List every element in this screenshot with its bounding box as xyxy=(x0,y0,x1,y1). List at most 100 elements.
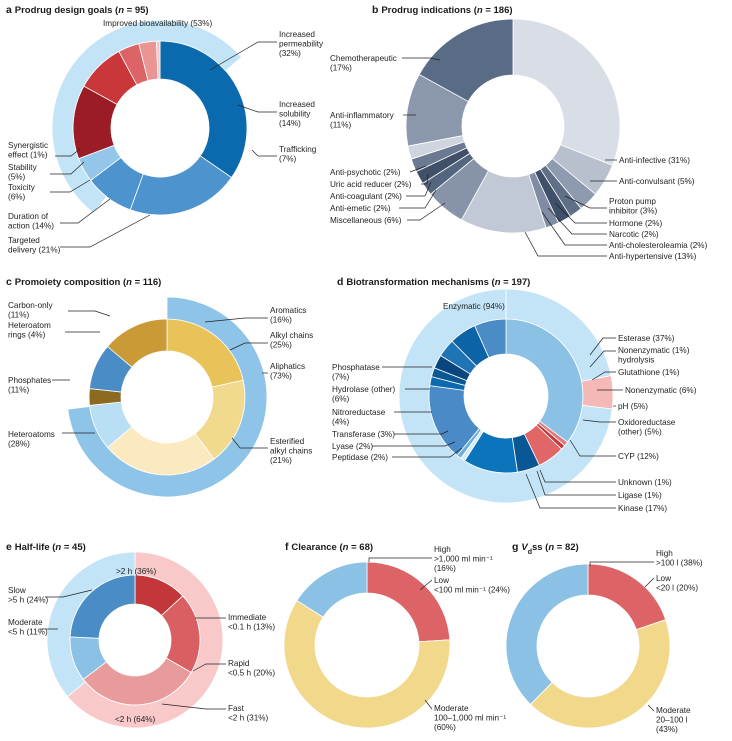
chart-d-leader-11 xyxy=(392,447,463,458)
chart-b-leader-8 xyxy=(399,189,437,209)
chart-d-label-5: pH (5%) xyxy=(618,402,648,411)
chart-d-leader-1 xyxy=(589,337,616,356)
chart-d-label-0: Enzymatic (94%) xyxy=(443,302,505,311)
chart-g-inner-moderate-1 xyxy=(529,619,671,729)
chart-f-inner-moderate-1 xyxy=(283,599,451,729)
chart-e-label-2: Rapid <0.5 h (20%) xyxy=(228,659,275,678)
chart-e-label-3: Fast <2 h (31%) xyxy=(228,704,269,723)
chart-e-label-1: Immediate <0.1 h (13%) xyxy=(228,613,275,632)
chart-f-leader-0 xyxy=(368,557,432,562)
chart-c-label-2: Aliphatics (73%) xyxy=(270,362,305,381)
chart-b-leader-9 xyxy=(406,181,432,197)
chart-d-label-3: Glutathione (1%) xyxy=(618,368,680,377)
chart-b-label-7: Miscellaneous (6%) xyxy=(330,216,402,225)
chart-c-label-5: Phosphates (11%) xyxy=(8,376,51,395)
chart-c-label-4: Heteroatoms (28%) xyxy=(8,430,55,449)
chart-d-leader-12 xyxy=(372,441,456,447)
chart-a-label-4: Synergistic effect (1%) xyxy=(8,141,48,160)
chart-e-leader-2 xyxy=(192,663,226,672)
chart-b-label-3: Hormone (2%) xyxy=(609,219,663,228)
chart-a-label-0: Improved bioavailability (53%) xyxy=(103,19,212,28)
chart-f-inner-low-0 xyxy=(366,561,451,643)
chart-b-label-6: Anti-hypertensive (13%) xyxy=(609,252,697,261)
chart-d-leader-3 xyxy=(591,371,616,381)
chart-g-inner-low-0 xyxy=(587,563,667,631)
chart-d-outer-enzymatic-2 xyxy=(398,288,613,504)
chart-d-label-2: Nonenzymatic (1%) hydrolysis xyxy=(618,346,690,365)
chart-c-leader-0 xyxy=(204,317,268,323)
chart-f-label-2: Moderate 100–1,000 ml min⁻¹ (60%) xyxy=(434,704,506,732)
chart-b-leader-3 xyxy=(554,202,607,224)
chart-d-leader-7 xyxy=(569,439,616,457)
chart-d-label-9: Ligase (1%) xyxy=(618,491,662,500)
chart-f-leader-2 xyxy=(424,699,433,710)
chart-b-label-11: Anti-psychotic (2%) xyxy=(330,168,401,177)
chart-b-inner-chemotherapeutic-13 xyxy=(418,18,514,102)
chart-c-label-1: Alkyl chains (25%) xyxy=(270,331,313,350)
chart-d-label-15: Hydrolase (other) (6%) xyxy=(332,385,396,404)
chart-b-label-0: Anti-infective (31%) xyxy=(619,156,690,165)
chart-d-outer-ph-1 xyxy=(581,375,614,410)
chart-b-inner-anti-infective-0 xyxy=(512,18,621,166)
chart-g-leader-0 xyxy=(589,561,654,566)
chart-d-label-1: Esterase (37%) xyxy=(618,334,675,343)
chart-d-leader-10 xyxy=(525,473,616,509)
chart-g-title: g Vdss (n = 82) xyxy=(512,541,579,556)
chart-f-leader-1 xyxy=(419,579,433,591)
chart-b-leader-6 xyxy=(524,231,607,257)
chart-a-outer-improved-bioavailability-0 xyxy=(51,19,243,214)
chart-g-leader-2 xyxy=(647,704,655,712)
chart-b-label-12: Anti-inflammatory (11%) xyxy=(330,111,395,130)
chart-a-title: a Prodrug design goals (n = 95) xyxy=(6,4,149,16)
chart-e-label-4: <2 h (64%) xyxy=(115,715,156,724)
chart-c-outer-aliphatics-0 xyxy=(67,296,268,498)
chart-a-label-1: Increased permeability (32%) xyxy=(279,30,324,58)
chart-a-label-7: Duration of action (14%) xyxy=(8,212,54,231)
chart-d-label-11: Peptidase (2%) xyxy=(332,453,388,462)
chart-e-outer-2-h-1 xyxy=(46,551,136,698)
chart-b-label-1: Anti-convulsant (5%) xyxy=(619,177,695,186)
chart-b-leader-7 xyxy=(407,202,446,221)
chart-d-label-14: Nitroreductase (4%) xyxy=(332,408,386,427)
chart-g-label-2: Moderate 20–100 l (43%) xyxy=(656,706,691,734)
chart-a-label-6: Toxicity (6%) xyxy=(8,183,36,202)
chart-b-label-9: Anti-coagulant (2%) xyxy=(330,192,402,201)
chart-a-label-3: Trafficking (7%) xyxy=(279,145,317,164)
chart-c-label-0: Aromatics (16%) xyxy=(270,306,306,325)
chart-a-leader-5 xyxy=(50,161,85,175)
chart-a-label-8: Targeted delivery (21%) xyxy=(8,236,61,255)
chart-a-leader-2 xyxy=(237,104,277,113)
chart-d-label-6: Oxidoreductase (other) (5%) xyxy=(618,418,676,437)
chart-b-label-5: Anti-cholesteroleamia (2%) xyxy=(609,241,708,250)
chart-d-leader-13 xyxy=(394,430,449,435)
chart-g-leader-1 xyxy=(644,577,655,588)
chart-a-label-5: Stability (5%) xyxy=(8,163,38,182)
chart-g-label-1: Low <20 l (20%) xyxy=(656,574,698,593)
chart-e-label-6: Slow >5 h (24%) xyxy=(8,586,49,605)
chart-a-leader-8 xyxy=(60,214,151,248)
chart-b-leader-5 xyxy=(541,211,607,246)
chart-e-leader-6 xyxy=(45,589,93,598)
chart-f-label-1: Low <100 ml min⁻¹ (24%) xyxy=(434,576,510,595)
chart-c-leader-7 xyxy=(68,310,111,317)
chart-a-leader-6 xyxy=(50,179,91,193)
chart-b-label-8: Anti-emetic (2%) xyxy=(330,204,391,213)
chart-d-label-16: Phosphatase (7%) xyxy=(332,363,380,382)
chart-b-label-4: Narcotic (2%) xyxy=(609,230,659,239)
chart-f-title: f Clearance (n = 68) xyxy=(285,541,373,553)
chart-d-label-12: Lyase (2%) xyxy=(332,442,373,451)
chart-b-leader-2 xyxy=(564,195,607,209)
chart-g-inner-high-2 xyxy=(505,563,589,705)
chart-b-leader-11 xyxy=(409,165,427,173)
chart-d-leader-6 xyxy=(582,419,616,423)
chart-g-label-0: High >100 l (38%) xyxy=(656,549,703,568)
chart-c-leader-1 xyxy=(229,342,268,351)
chart-c-title: c Promoiety composition (n = 116) xyxy=(6,276,161,288)
chart-b-label-13: Chemotherapeutic (17%) xyxy=(330,54,397,73)
chart-d-label-10: Kinase (17%) xyxy=(618,504,667,513)
chart-e-outer-2-h-0 xyxy=(67,551,224,729)
chart-e-label-0: >2 h (36%) xyxy=(116,567,157,576)
chart-a-leader-1 xyxy=(209,41,277,71)
chart-a-leader-7 xyxy=(60,198,111,224)
